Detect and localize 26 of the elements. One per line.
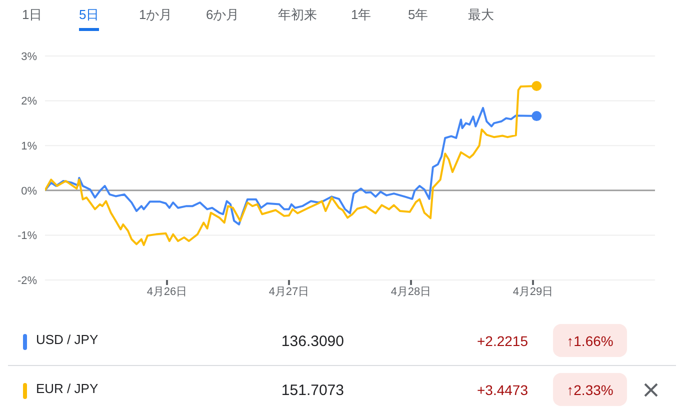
text: ↑2.33%: [553, 373, 627, 406]
x-tick-label: 4月28日: [390, 286, 432, 298]
y-tick-label: -1%: [17, 230, 38, 242]
x-tick-label: 4月29日: [512, 286, 554, 298]
text: 1年: [351, 6, 372, 24]
text: ↑1.66%: [553, 324, 627, 357]
y-tick-label: -2%: [17, 274, 38, 287]
y-tick-label: 3%: [21, 50, 38, 63]
text: +2.2215: [477, 333, 528, 349]
x-tick-label: 4月27日: [268, 286, 310, 298]
text: 1日: [22, 6, 42, 24]
text: 年初来: [278, 6, 317, 24]
x-tick-label: 4月26日: [146, 286, 188, 298]
y-tick-label: 0%: [21, 185, 38, 198]
text: 136.3090: [281, 333, 344, 350]
text: 5日: [79, 6, 100, 31]
text: 6か月: [206, 6, 240, 24]
legend-label: EUR / JPY: [36, 381, 98, 396]
text: +3.4473: [477, 382, 528, 398]
text: 最大: [468, 6, 494, 24]
y-tick-label: 1%: [21, 140, 38, 153]
text: 5年: [408, 6, 428, 24]
text: 1か月: [139, 6, 172, 24]
y-tick-label: 2%: [21, 96, 38, 108]
legend-label: USD / JPY: [36, 332, 98, 347]
text: 151.7073: [281, 382, 344, 399]
